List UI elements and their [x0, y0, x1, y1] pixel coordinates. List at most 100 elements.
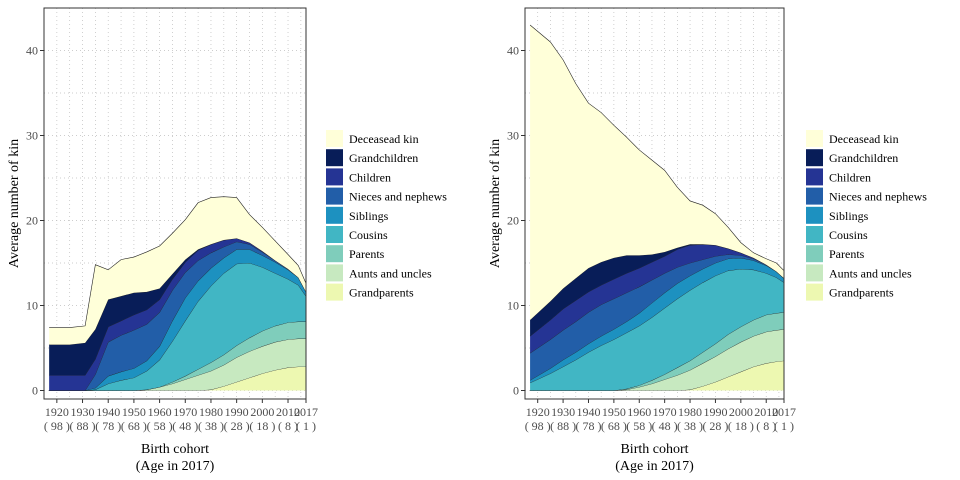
x-tick-label: 2017: [772, 405, 796, 419]
x-tick-sublabel: ( 58 ): [147, 419, 173, 433]
legend-label: Children: [349, 170, 391, 184]
x-tick-label: 1940: [96, 405, 120, 419]
x-tick-label: 1970: [173, 405, 197, 419]
area-parents: [530, 312, 784, 391]
x-axis-subtitle: (Age in 2017): [136, 459, 215, 474]
x-tick-sublabel: ( 48 ): [652, 419, 678, 433]
legend-label: Nieces and nephews: [829, 190, 927, 204]
legend-swatch: [806, 226, 823, 243]
x-tick-sublabel: ( 8 ): [756, 419, 776, 433]
x-tick-sublabel: ( 28 ): [702, 419, 728, 433]
x-axis-subtitle: (Age in 2017): [615, 459, 694, 474]
legend-label: Grandchildren: [349, 151, 418, 165]
area-grandparents: [530, 360, 784, 391]
x-tick-label: 1940: [576, 405, 600, 419]
x-tick-label: 1950: [122, 405, 146, 419]
legend-swatch: [326, 226, 343, 243]
y-tick-label: 10: [26, 299, 38, 313]
boundary-deceasead-kin: [49, 196, 307, 328]
x-tick-label: 1960: [627, 405, 651, 419]
y-tick-label: 30: [26, 129, 38, 143]
x-tick-sublabel: ( 58 ): [626, 419, 652, 433]
legend-label: Siblings: [349, 209, 389, 223]
legend-label: Grandparents: [349, 286, 414, 300]
area-siblings: [530, 257, 784, 383]
boundary-grandchildren: [49, 238, 307, 345]
x-tick-sublabel: ( 38 ): [677, 419, 703, 433]
x-tick-label: 1960: [148, 405, 172, 419]
x-tick-label: 2000: [250, 405, 274, 419]
legend-swatch: [326, 206, 343, 224]
series-areas: [49, 196, 307, 391]
area-cousins: [49, 263, 306, 391]
x-tick-label: 1990: [703, 405, 727, 419]
legend-label: Deceasead kin: [349, 132, 419, 146]
area-deceasead-kin: [530, 25, 784, 320]
legend-label: Grandchildren: [829, 151, 898, 165]
legend: Deceasead kin Grandchildren Children Nieces…: [326, 130, 447, 301]
x-tick-sublabel: ( 8 ): [278, 419, 298, 433]
y-tick-label: 40: [507, 44, 519, 58]
legend-label: Cousins: [349, 228, 388, 242]
y-tick-label: 10: [507, 299, 519, 313]
x-tick-label: 2000: [729, 405, 753, 419]
area-cousins: [530, 268, 784, 391]
x-tick-sublabel: ( 48 ): [172, 419, 198, 433]
y-tick-label: 0: [513, 384, 519, 398]
x-tick-label: 1970: [653, 405, 677, 419]
x-tick-sublabel: ( 28 ): [224, 419, 250, 433]
x-tick-sublabel: ( 18 ): [249, 419, 275, 433]
area-nieces-and-nephews: [49, 241, 306, 391]
legend-label: Parents: [829, 247, 865, 261]
x-tick-sublabel: ( 1 ): [774, 419, 794, 433]
x-tick-label: 1990: [225, 405, 249, 419]
area-aunts-and-uncles: [49, 338, 306, 391]
x-tick-label: 1950: [602, 405, 626, 419]
series-areas: [529, 24, 785, 391]
legend-swatch: [806, 187, 823, 205]
y-tick-label: 30: [507, 129, 519, 143]
y-axis-title: Average number of kin: [488, 139, 503, 268]
legend-label: Cousins: [829, 228, 868, 242]
x-tick-sublabel: ( 88 ): [550, 419, 576, 433]
area-grandparents: [49, 366, 306, 391]
area-grandchildren: [530, 244, 784, 337]
x-tick-sublabel: ( 78 ): [95, 419, 121, 433]
legend-swatch: [806, 149, 823, 167]
area-grandchildren: [49, 238, 306, 376]
area-aunts-and-uncles: [530, 329, 784, 391]
area-parents: [49, 321, 306, 391]
x-axis-title: Birth cohort: [141, 442, 209, 457]
legend-label: Grandparents: [829, 286, 894, 300]
legend-label: Nieces and nephews: [349, 190, 447, 204]
boundary-cousins: [49, 262, 307, 391]
x-tick-sublabel: ( 1 ): [296, 419, 316, 433]
legend-swatch: [806, 283, 823, 301]
legend-label: Parents: [349, 247, 385, 261]
legend-label: Children: [829, 170, 871, 184]
area-deceasead-kin: [49, 196, 306, 345]
x-tick-sublabel: ( 98 ): [44, 419, 70, 433]
legend-swatch: [326, 264, 343, 282]
x-axis-title: Birth cohort: [620, 442, 688, 457]
y-tick-label: 20: [26, 214, 38, 228]
x-tick-label: 1980: [199, 405, 223, 419]
boundary-deceasead-kin: [529, 24, 785, 271]
x-tick-label: 1930: [551, 405, 575, 419]
area-children: [530, 244, 784, 354]
legend-swatch: [326, 245, 343, 263]
legend-swatch: [326, 130, 343, 147]
legend-swatch: [806, 206, 823, 224]
plot-border: [524, 7, 785, 400]
legend-swatch: [806, 168, 823, 186]
legend-swatch: [806, 130, 823, 147]
y-tick-label: 0: [32, 384, 38, 398]
legend-swatch: [806, 264, 823, 282]
x-tick-sublabel: ( 38 ): [198, 419, 224, 433]
x-tick-label: 2010: [276, 405, 300, 419]
legend-swatch: [326, 283, 343, 301]
x-tick-sublabel: ( 98 ): [525, 419, 551, 433]
